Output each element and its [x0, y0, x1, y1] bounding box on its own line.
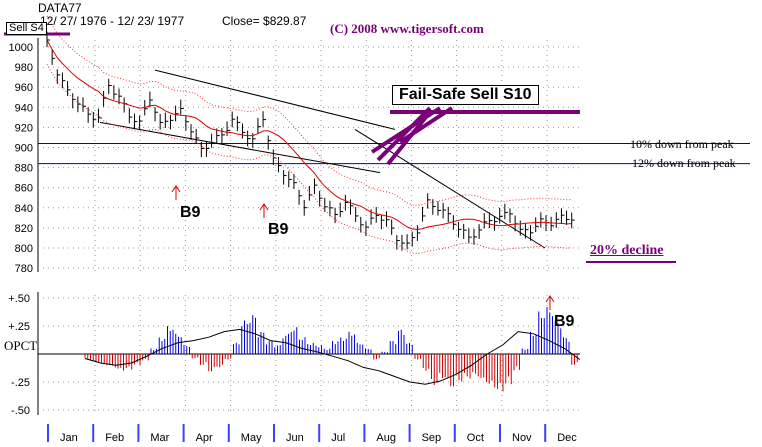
ref-label-10pct: 10% down from peak [630, 137, 734, 151]
month-label: Dec [557, 432, 577, 444]
month-tick [273, 424, 275, 442]
month-tick [137, 424, 140, 442]
indicator-oscillator-line [84, 328, 581, 385]
b9-label-1: B9 [180, 204, 201, 221]
month-tick [227, 424, 230, 442]
month-label: Jul [331, 432, 345, 444]
channel-down [354, 128, 546, 249]
lower-band [46, 63, 572, 255]
y-tick-label: 840 [15, 203, 33, 215]
decline-label: 20% decline [590, 243, 664, 258]
month-label: Feb [105, 432, 124, 444]
y-tick-label: 940 [15, 102, 33, 114]
y-tick-label: 780 [15, 263, 33, 275]
month-tick [47, 424, 49, 442]
month-label: Jun [286, 432, 304, 444]
month-label: Aug [376, 432, 396, 444]
y-tick-label: 900 [15, 143, 33, 155]
month-tick [453, 424, 456, 442]
moving-average-line [46, 39, 572, 231]
month-label: Nov [512, 432, 532, 444]
chart-symbol: DATA77 [38, 1, 82, 15]
failsafe-sell-label: Fail-Safe Sell S10 [392, 85, 539, 105]
close-value: Close= $829.87 [222, 14, 307, 28]
b9-label-2: B9 [268, 221, 289, 238]
month-label: Sep [422, 432, 442, 444]
copyright-text: (C) 2008 www.tigersoft.com [330, 21, 484, 36]
y-tick-label: 1000 [9, 42, 33, 54]
y-tick-label: 860 [15, 183, 33, 195]
date-range: 12/ 27/ 1976 - 12/ 23/ 1977 [40, 14, 185, 28]
y-tick-label: 820 [15, 223, 33, 235]
y-tick-label: 800 [15, 243, 33, 255]
y-tick-label: 880 [15, 163, 33, 175]
y-tick-label: 980 [15, 62, 33, 74]
indicator-tick-label: +.50 [8, 293, 30, 305]
month-tick [499, 424, 501, 442]
month-tick [182, 424, 185, 442]
failsafe-arrow-1 [376, 106, 432, 162]
month-tick [363, 424, 366, 442]
month-tick [318, 424, 321, 442]
y-tick-label: 960 [15, 82, 33, 94]
month-tick [544, 424, 547, 442]
month-label: Oct [467, 432, 484, 444]
month-label: Mar [150, 432, 169, 444]
b9-arrowhead-2 [545, 295, 555, 303]
sell-s4-badge: Sell S4 [6, 22, 47, 35]
ref-label-12pct: 12% down from peak [632, 156, 736, 170]
month-tick [408, 424, 411, 442]
indicator-label: OPCT [4, 338, 38, 353]
b9-label-3: B9 [554, 313, 575, 330]
indicator-tick-label: -.25 [11, 377, 30, 389]
b9-arrowhead-1 [259, 203, 269, 211]
month-label: Jan [60, 432, 78, 444]
indicator-tick-label: +.25 [8, 321, 30, 333]
b9-arrowhead-0 [171, 185, 181, 193]
indicator-tick-label: -.50 [11, 405, 30, 417]
month-label: May [241, 432, 262, 444]
y-tick-label: 920 [15, 122, 33, 134]
month-label: Apr [196, 432, 213, 444]
month-tick [92, 424, 95, 442]
channel-upper [154, 69, 396, 130]
